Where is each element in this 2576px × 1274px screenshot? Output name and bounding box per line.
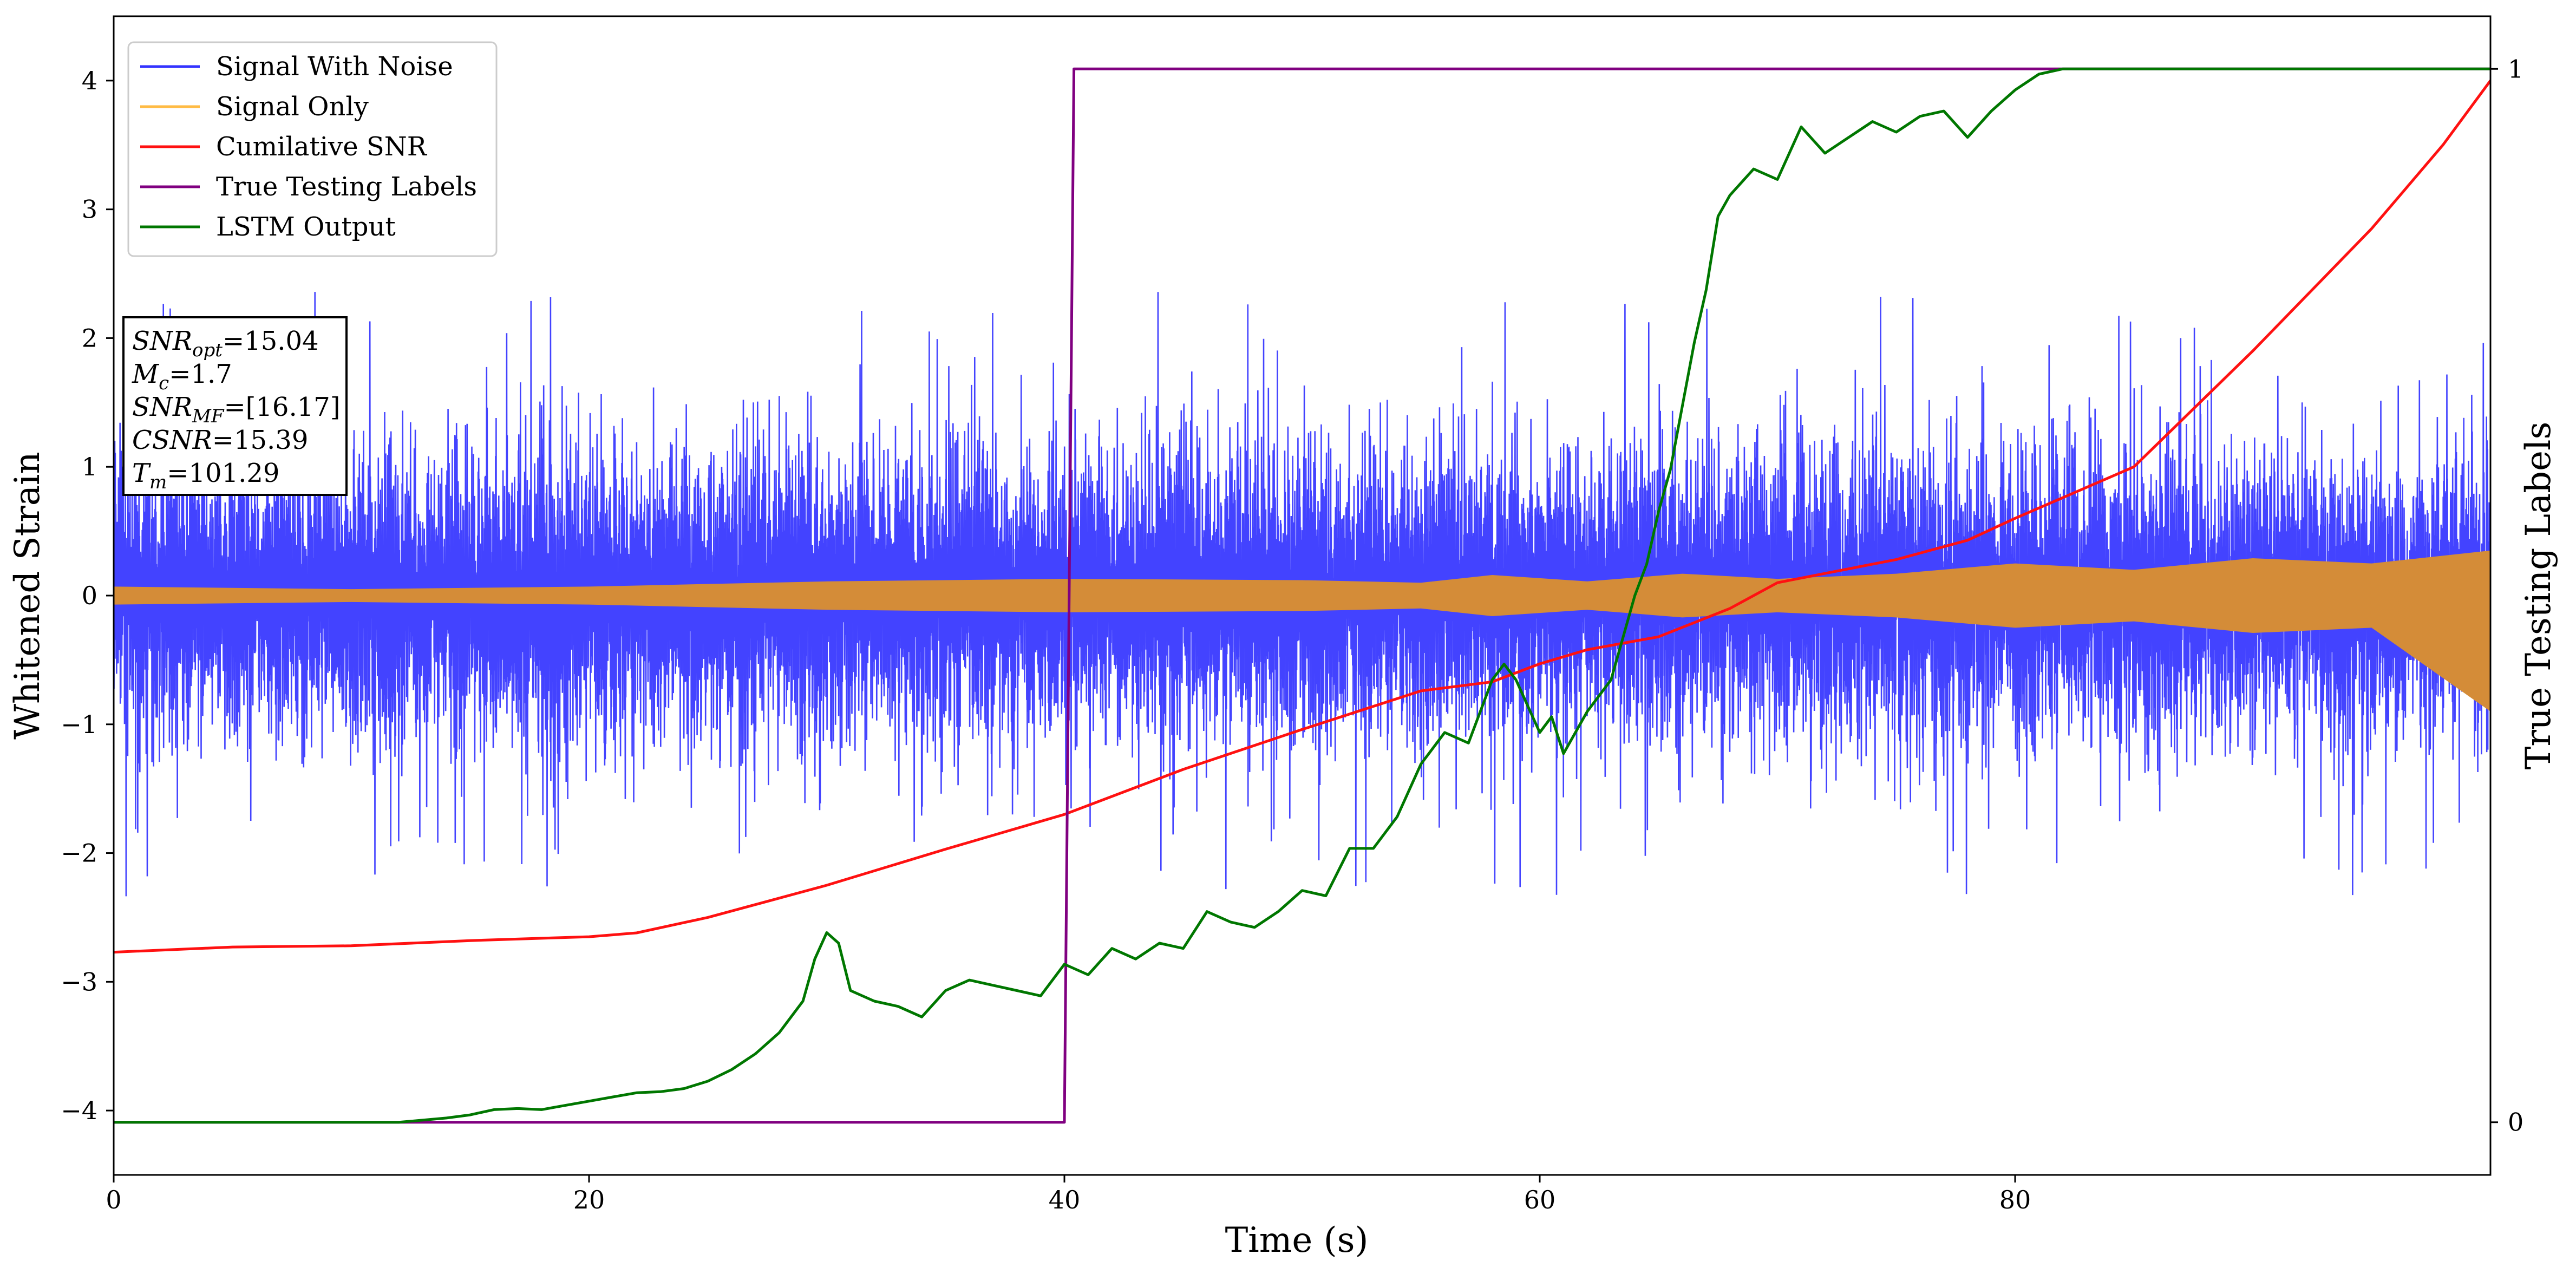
info-symbol: M: [132, 359, 160, 389]
x-tick-label: 40: [1049, 1185, 1081, 1214]
x-tick-label: 60: [1524, 1185, 1556, 1214]
info-line: Mc=1.7: [132, 359, 232, 394]
y2-tick-label: 0: [2508, 1108, 2523, 1137]
legend-label: Signal With Noise: [216, 51, 453, 82]
series-area-1: [114, 550, 2490, 711]
legend-label: LSTM Output: [216, 212, 396, 242]
y2-tick-label: 1: [2508, 54, 2523, 83]
series-line-4: [114, 67, 2490, 1124]
info-box: SNRopt=15.04Mc=1.7SNRMF=[16.17]CSNR=15.3…: [122, 316, 348, 496]
y-tick-label: −1: [61, 710, 97, 739]
y-tick-label: 1: [82, 452, 97, 481]
x-tick-label: 20: [573, 1185, 605, 1214]
info-value: =1.7: [169, 359, 232, 389]
x-tick-label: 0: [106, 1185, 121, 1214]
info-box-frame: [122, 316, 348, 496]
info-value: =[16.17]: [224, 392, 340, 422]
legend-label: Signal Only: [216, 92, 369, 122]
info-symbol: SNR: [132, 392, 192, 422]
info-line: CSNR=15.39: [132, 425, 308, 455]
info-value: =15.39: [212, 425, 309, 455]
legend-frame: [127, 41, 498, 257]
series-line-3: [114, 67, 2490, 1124]
info-subscript: opt: [192, 339, 223, 361]
series-line-2: [114, 80, 2490, 954]
info-symbol: T: [132, 458, 151, 488]
info-value: =101.29: [167, 458, 279, 488]
legend: Signal With Noise Signal Only Cumilative S…: [127, 41, 498, 257]
series-layer: [114, 67, 2490, 1124]
y2-axis-title: True Testing Labels: [2519, 422, 2559, 770]
legend-label: Cumilative SNR: [216, 132, 428, 162]
y-tick-label: 4: [82, 66, 97, 95]
info-subscript: m: [149, 472, 167, 493]
info-symbol: CSNR: [132, 425, 212, 455]
y-tick-label: 2: [82, 323, 97, 352]
info-line: SNRopt=15.04: [132, 326, 319, 361]
y-axis-title: Whitened Strain: [8, 452, 48, 739]
x-axis-title: Time (s): [1225, 1220, 1369, 1260]
y-tick-label: 0: [82, 581, 97, 610]
info-symbol: SNR: [132, 326, 192, 356]
info-line: Tm=101.29: [132, 458, 279, 493]
y-tick-label: −2: [61, 839, 97, 868]
y-tick-label: −3: [61, 967, 97, 996]
x-tick-label: 80: [1999, 1185, 2031, 1214]
info-value: =15.04: [223, 326, 319, 356]
info-subscript: c: [159, 373, 169, 394]
info-subscript: MF: [192, 406, 225, 427]
y-tick-label: 3: [82, 195, 97, 224]
info-line: SNRMF=[16.17]: [132, 392, 341, 427]
legend-label: True Testing Labels: [216, 172, 477, 202]
y-tick-label: −4: [61, 1096, 97, 1125]
